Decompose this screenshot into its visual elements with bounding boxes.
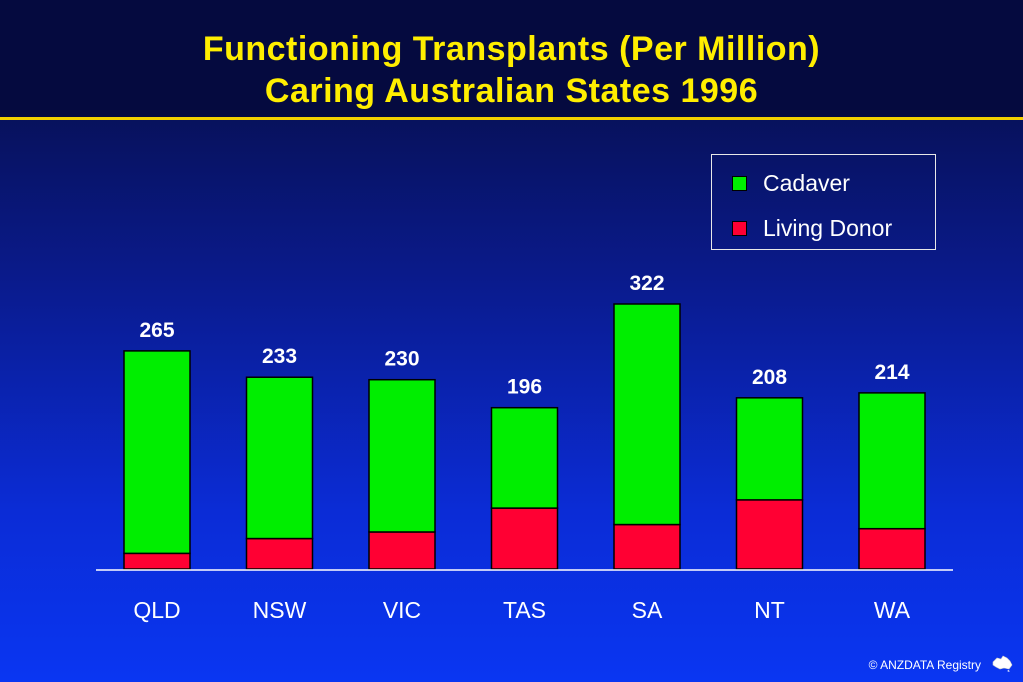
legend-swatch-cadaver: [732, 175, 747, 191]
bar-sa-living-donor: [613, 523, 681, 570]
data-label-tas: 196: [507, 376, 542, 399]
x-tick-label-vic: VIC: [383, 597, 421, 623]
legend-label-living-donor: Living Donor: [763, 214, 893, 241]
bar-tas-cadaver: [490, 406, 559, 509]
x-tick-label-nt: NT: [754, 597, 785, 623]
bar-nt-living-donor: [735, 499, 804, 570]
bar-qld-living-donor: [123, 552, 191, 570]
bar-nsw-cadaver: [245, 376, 314, 540]
legend: Cadaver Living Donor: [711, 154, 936, 250]
data-label-nt: 208: [752, 366, 787, 389]
legend-item-cadaver: Cadaver: [732, 169, 850, 196]
bar-qld-cadaver: [123, 350, 191, 555]
bar-tas-living-donor: [490, 507, 559, 570]
x-tick-label-tas: TAS: [503, 597, 546, 623]
data-label-qld: 265: [139, 319, 174, 342]
x-tick-label-sa: SA: [632, 597, 663, 623]
legend-label-cadaver: Cadaver: [763, 169, 850, 196]
title-line-1: Functioning Transplants (Per Million): [202, 30, 821, 68]
data-label-sa: 322: [629, 272, 664, 295]
copyright-footer: © ANZDATA Registry: [868, 658, 981, 672]
bar-wa-living-donor: [858, 527, 926, 570]
bar-nsw-living-donor: [245, 537, 314, 570]
bar-nt-cadaver: [735, 397, 804, 501]
x-tick-label-nsw: NSW: [253, 597, 307, 623]
title-band: [0, 0, 1023, 120]
australia-map-logo-icon: [992, 655, 1013, 672]
title-line-2: Caring Australian States 1996: [264, 72, 759, 110]
data-label-wa: 214: [874, 361, 909, 384]
bar-sa-cadaver: [613, 303, 681, 526]
bar-vic-cadaver: [368, 378, 436, 533]
x-tick-label-qld: QLD: [133, 597, 180, 623]
bar-vic-living-donor: [368, 531, 436, 570]
data-label-vic: 230: [384, 348, 419, 371]
legend-swatch-living-donor: [732, 220, 747, 236]
chart-title: Functioning Transplants (Per Million) Ca…: [0, 28, 1023, 112]
bar-wa-cadaver: [858, 392, 926, 530]
data-label-nsw: 233: [262, 345, 297, 368]
legend-item-living-donor: Living Donor: [732, 214, 893, 241]
x-tick-label-wa: WA: [874, 597, 911, 623]
